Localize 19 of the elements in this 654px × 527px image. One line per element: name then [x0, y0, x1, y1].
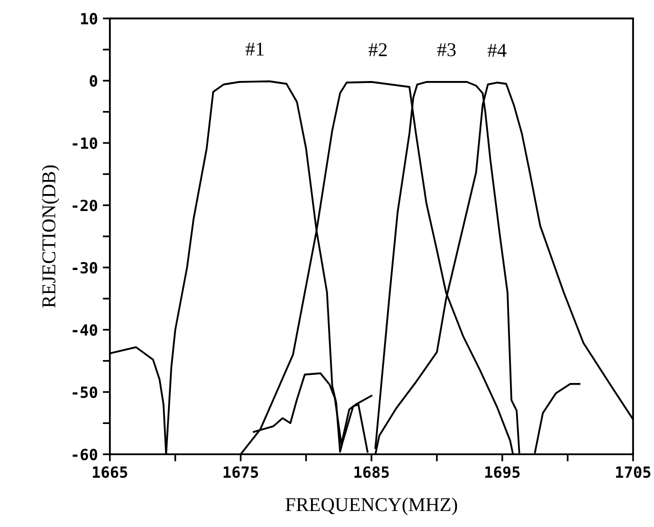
y-tick-label: -50 [72, 386, 98, 398]
x-tick-label: 1705 [616, 466, 650, 478]
x-tick-label: 1695 [485, 466, 520, 478]
y-tick-label: -40 [72, 324, 98, 336]
y-tick-label: 0 [90, 75, 98, 87]
y-tick-label: -20 [72, 200, 98, 212]
x-tick-label: 1665 [92, 466, 128, 478]
y-tick-label: -30 [72, 262, 98, 274]
y-tick-label: -10 [72, 137, 98, 149]
x-tick-label: 1685 [354, 466, 389, 478]
x-tick-label: 1675 [224, 466, 258, 478]
y-tick-label: 10 [81, 12, 98, 24]
series-label: #2 [368, 43, 387, 56]
y-tick-label: -60 [72, 448, 98, 460]
series-label: #1 [246, 42, 264, 56]
series-label: #3 [437, 43, 456, 56]
y-axis-title: REJECTION(DB) [42, 165, 60, 308]
series-label: #4 [488, 44, 506, 57]
x-axis-title: FREQUENCY(MHZ) [286, 498, 458, 516]
